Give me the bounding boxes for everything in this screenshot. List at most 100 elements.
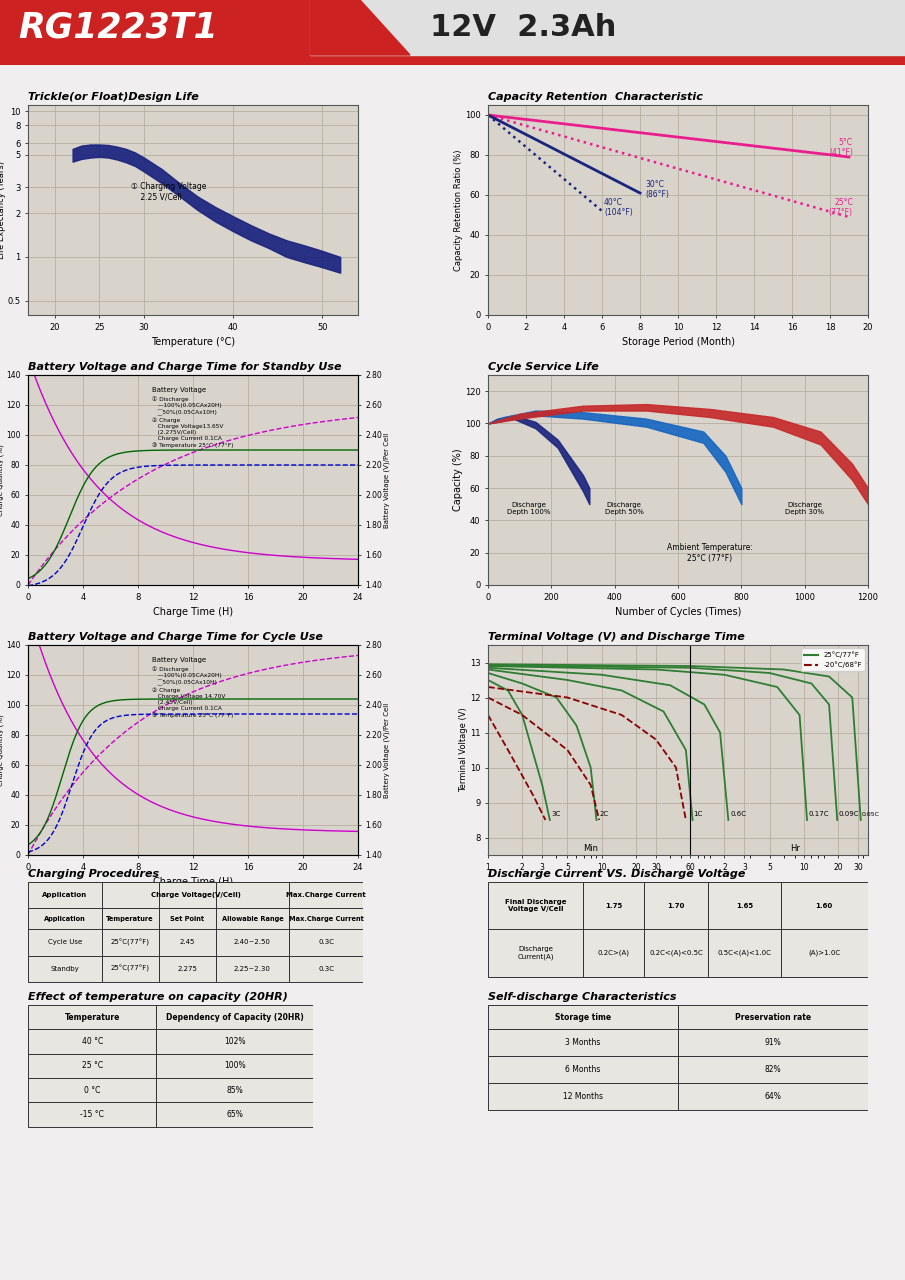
Text: 2C: 2C [599,812,608,818]
Text: 0.5C<(A)<1.0C: 0.5C<(A)<1.0C [718,950,771,956]
Text: Battery Voltage and Charge Time for Cycle Use: Battery Voltage and Charge Time for Cycl… [28,632,323,643]
Bar [488,929,583,977]
Text: 0.6C: 0.6C [730,812,747,818]
Text: Battery Voltage: Battery Voltage [152,657,205,663]
Bar [678,1029,868,1056]
Bar [28,1053,157,1078]
Text: 12 Months: 12 Months [563,1092,603,1101]
Bar [678,1005,868,1029]
Text: ① Discharge
   —100%(0.05CAx20H)
   ⁐50%(0.05CAx10H)
② Charge
   Charge Voltage1: ① Discharge —100%(0.05CAx20H) ⁐50%(0.05C… [152,396,233,448]
Bar [28,955,101,982]
Text: 100%: 100% [224,1061,245,1070]
Text: Set Point: Set Point [170,915,205,922]
Bar [28,882,101,909]
Text: 85%: 85% [226,1085,243,1094]
Text: 0.05C: 0.05C [862,813,880,818]
Bar [709,882,781,929]
Text: RG1223T1: RG1223T1 [18,10,217,44]
Text: Standby: Standby [51,965,80,972]
Text: 25°C(77°F): 25°C(77°F) [110,965,149,973]
Text: Ambient Temperature:
25°C (77°F): Ambient Temperature: 25°C (77°F) [667,544,753,563]
Bar [678,1056,868,1083]
Text: 0.2C<(A)<0.5C: 0.2C<(A)<0.5C [649,950,703,956]
Bar [28,929,101,955]
Text: 3C: 3C [551,812,560,818]
Text: Application: Application [44,915,86,922]
Text: Application: Application [43,892,88,899]
Text: Temperature: Temperature [107,915,154,922]
Text: 2.25~2.30: 2.25~2.30 [234,965,271,972]
Text: 2.40~2.50: 2.40~2.50 [234,940,271,946]
Bar [157,1029,313,1053]
Text: Cycle Use: Cycle Use [48,940,82,946]
Text: Self-discharge Characteristics: Self-discharge Characteristics [488,992,677,1002]
Text: Terminal Voltage (V) and Discharge Time: Terminal Voltage (V) and Discharge Time [488,632,745,643]
Text: Hr: Hr [790,844,800,852]
X-axis label: Number of Cycles (Times): Number of Cycles (Times) [614,607,741,617]
Bar [290,882,363,909]
Text: Discharge
Depth 50%: Discharge Depth 50% [605,502,643,515]
Text: 12V  2.3Ah: 12V 2.3Ah [430,13,616,41]
Text: (A)>1.0C: (A)>1.0C [808,950,841,956]
Bar [488,1056,678,1083]
Polygon shape [310,0,410,55]
Bar [488,1083,678,1110]
Text: Discharge
Current(A): Discharge Current(A) [518,946,554,960]
Bar [158,929,215,955]
Y-axis label: Charge Current (CA)
Charge Quantity (%): Charge Current (CA) Charge Quantity (%) [0,444,5,516]
Text: ① Discharge
   —100%(0.05CAx20H)
   ⁐50%(0.05CAx10H)
② Charge
   Charge Voltage : ① Discharge —100%(0.05CAx20H) ⁐50%(0.05C… [152,666,233,718]
Text: 82%: 82% [765,1065,781,1074]
Text: 1.65: 1.65 [736,902,753,909]
Bar [158,955,215,982]
Text: 40 °C: 40 °C [81,1037,103,1046]
Bar [215,909,290,929]
Bar [215,882,290,909]
Text: Min: Min [583,844,598,852]
X-axis label: Charge Time (H): Charge Time (H) [153,877,233,887]
Text: Storage time: Storage time [555,1012,611,1021]
Text: Charging Procedures: Charging Procedures [28,869,159,879]
Text: 0.3C: 0.3C [319,965,334,972]
Text: Trickle(or Float)Design Life: Trickle(or Float)Design Life [28,92,199,102]
Text: Discharge
Depth 100%: Discharge Depth 100% [508,502,551,515]
Bar [488,1005,678,1029]
Text: 2.45: 2.45 [179,940,195,946]
Y-axis label: Battery Voltage (V)/Per Cell: Battery Voltage (V)/Per Cell [384,433,390,527]
Y-axis label: Charge Current (CA)
Charge Quantity (%): Charge Current (CA) Charge Quantity (%) [0,714,5,786]
Text: Capacity Retention  Characteristic: Capacity Retention Characteristic [488,92,703,102]
Bar [28,1029,157,1053]
Bar [28,909,101,929]
Text: 25 °C: 25 °C [81,1061,102,1070]
Text: 25°C
(77°F): 25°C (77°F) [829,197,853,218]
Text: Max.Charge Current: Max.Charge Current [286,892,366,899]
Bar [157,1078,313,1102]
Text: 64%: 64% [765,1092,781,1101]
Text: Temperature: Temperature [64,1012,119,1021]
Bar [157,1102,313,1126]
Text: 5°C
(41°F): 5°C (41°F) [829,137,853,157]
Text: 30°C
(86°F): 30°C (86°F) [645,179,670,198]
Text: Max.Charge Current: Max.Charge Current [289,915,364,922]
Text: 3 Months: 3 Months [566,1038,601,1047]
Text: 1.75: 1.75 [605,902,622,909]
Bar [158,882,215,909]
Text: 1C: 1C [693,812,702,818]
Bar [310,0,905,55]
Bar [678,1083,868,1110]
Text: Allowable Range: Allowable Range [222,915,283,922]
Bar [28,1005,157,1029]
Y-axis label: Battery Voltage (V)/Per Cell: Battery Voltage (V)/Per Cell [384,703,390,797]
Bar [583,882,643,929]
Text: 0.3C: 0.3C [319,940,334,946]
Bar [290,955,363,982]
Text: 1.70: 1.70 [667,902,685,909]
Bar [157,1005,313,1029]
Bar [28,1078,157,1102]
Text: ① Charging Voltage
    2.25 V/Cell: ① Charging Voltage 2.25 V/Cell [130,182,206,201]
Text: Charge Voltage(V/Cell): Charge Voltage(V/Cell) [150,892,241,899]
Text: Preservation rate: Preservation rate [735,1012,811,1021]
Text: Discharge
Depth 30%: Discharge Depth 30% [786,502,824,515]
Bar [215,929,290,955]
Text: 0.17C: 0.17C [808,812,829,818]
Bar [101,909,158,929]
